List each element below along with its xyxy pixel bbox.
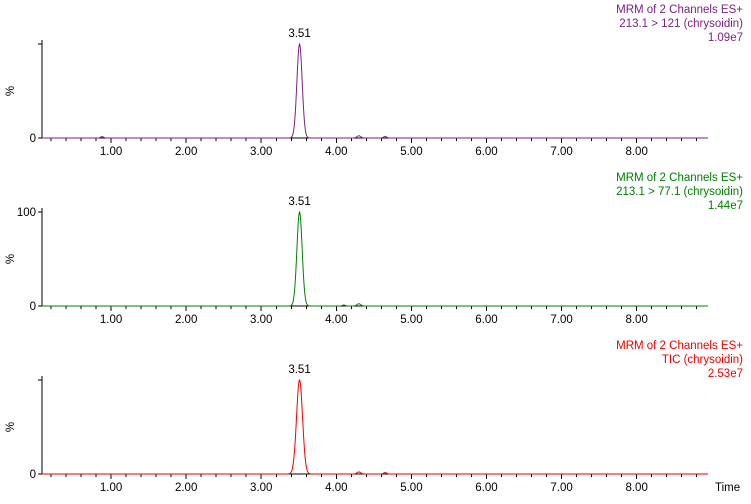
svg-text:1.00: 1.00	[100, 314, 122, 326]
svg-text:%: %	[5, 86, 17, 96]
annotation-intensity: 1.09e7	[707, 32, 743, 44]
channel-annotation: MRM of 2 Channels ES+ 213.1 > 77.1 (chry…	[616, 171, 743, 213]
svg-text:3.00: 3.00	[250, 146, 272, 158]
svg-text:2.00: 2.00	[175, 482, 197, 494]
svg-text:3.51: 3.51	[288, 364, 310, 376]
svg-text:4.00: 4.00	[325, 314, 347, 326]
svg-text:0: 0	[30, 133, 36, 145]
svg-text:0: 0	[30, 301, 36, 313]
chromatogram-plot-213-121: 1.00 2.00 3.00 4.00 5.00 6.00 7.00 8.00 0% 3.51	[5, 28, 708, 158]
svg-text:0: 0	[30, 469, 36, 481]
svg-text:3.51: 3.51	[288, 28, 310, 40]
chromatogram-plot-213-77: 1.00 2.00 3.00 4.00 5.00 6.00 7.00 8.00 0 100% 3.5…	[5, 196, 708, 326]
chromatogram-panel-tic: MRM of 2 Channels ES+ TIC (chrysoidin) 2…	[0, 336, 751, 504]
channel-annotation: MRM of 2 Channels ES+ 213.1 > 121 (chrys…	[616, 3, 743, 45]
svg-text:6.00: 6.00	[475, 146, 497, 158]
svg-text:7.00: 7.00	[550, 482, 572, 494]
annotation-transition: 213.1 > 121 (chrysoidin)	[619, 18, 743, 30]
annotation-intensity: 2.53e7	[707, 368, 743, 380]
svg-text:3.51: 3.51	[288, 196, 310, 208]
annotation-acquisition-mode: MRM of 2 Channels ES+	[616, 172, 743, 184]
annotation-acquisition-mode: MRM of 2 Channels ES+	[616, 340, 743, 352]
svg-text:5.00: 5.00	[400, 482, 422, 494]
svg-text:100: 100	[17, 207, 36, 219]
annotation-transition: TIC (chrysoidin)	[661, 354, 743, 366]
svg-text:1.00: 1.00	[100, 146, 122, 158]
svg-text:3.00: 3.00	[250, 314, 272, 326]
svg-text:7.00: 7.00	[550, 146, 572, 158]
channel-annotation: MRM of 2 Channels ES+ TIC (chrysoidin) 2…	[616, 339, 743, 381]
svg-text:%: %	[5, 254, 17, 264]
svg-text:1.00: 1.00	[100, 482, 122, 494]
svg-text:8.00: 8.00	[625, 314, 647, 326]
annotation-transition: 213.1 > 77.1 (chrysoidin)	[616, 186, 743, 198]
svg-text:2.00: 2.00	[175, 146, 197, 158]
chromatogram-plot-tic: 1.00 2.00 3.00 4.00 5.00 6.00 7.00 8.00 0% 3.51 Ti…	[5, 364, 740, 494]
svg-text:4.00: 4.00	[325, 146, 347, 158]
svg-text:2.00: 2.00	[175, 314, 197, 326]
svg-text:5.00: 5.00	[400, 314, 422, 326]
chromatogram-panel-channel-213-121: MRM of 2 Channels ES+ 213.1 > 121 (chrys…	[0, 0, 751, 168]
chromatogram-panel-channel-213-77: MRM of 2 Channels ES+ 213.1 > 77.1 (chry…	[0, 168, 751, 336]
annotation-intensity: 1.44e7	[707, 200, 743, 212]
svg-text:6.00: 6.00	[475, 314, 497, 326]
svg-text:8.00: 8.00	[625, 482, 647, 494]
annotation-acquisition-mode: MRM of 2 Channels ES+	[616, 4, 743, 16]
svg-text:%: %	[5, 422, 17, 432]
svg-text:5.00: 5.00	[400, 146, 422, 158]
svg-text:7.00: 7.00	[550, 314, 572, 326]
svg-text:3.00: 3.00	[250, 482, 272, 494]
svg-text:6.00: 6.00	[475, 482, 497, 494]
svg-text:8.00: 8.00	[625, 146, 647, 158]
svg-text:Time: Time	[715, 482, 740, 494]
svg-text:4.00: 4.00	[325, 482, 347, 494]
